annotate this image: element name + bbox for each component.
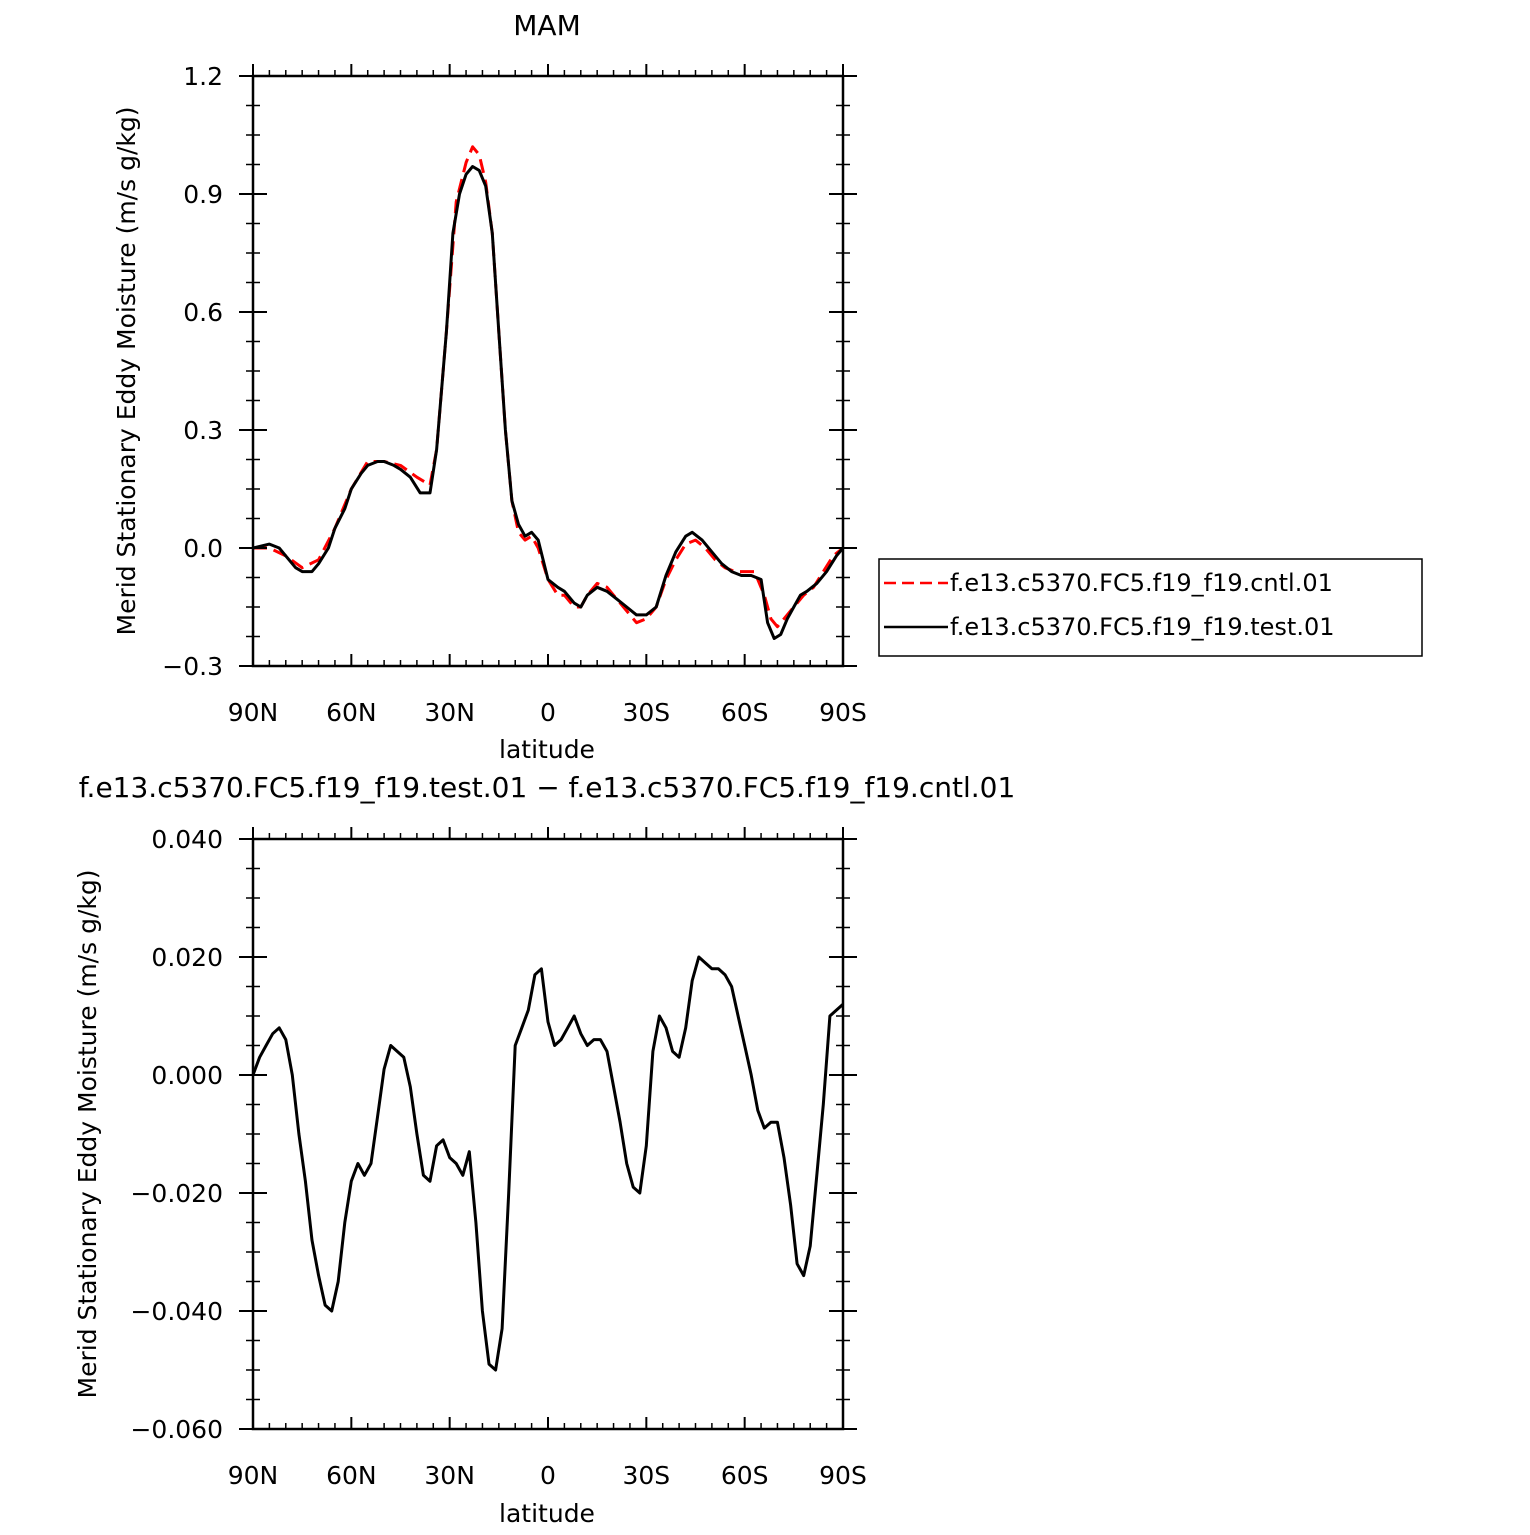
top-x-axis-label: latitude [499,735,595,764]
bottom-x-tick-label: 60N [326,1461,377,1490]
top-y-tick-label: 0.9 [183,180,223,209]
top-x-tick-label: 90S [819,698,867,727]
legend-label-test: f.e13.c5370.FC5.f19_f19.test.01 [950,613,1335,641]
bottom-y-tick-label: −0.060 [130,1415,223,1444]
bottom-y-axis-label: Merid Stationary Eddy Moisture (m/s g/kg… [73,870,102,1399]
legend-label-cntl: f.e13.c5370.FC5.f19_f19.cntl.01 [950,569,1333,597]
top-chart-title: MAM [513,9,580,42]
bottom-panel: f.e13.c5370.FC5.f19_f19.test.01 − f.e13.… [73,771,1015,1528]
bottom-series-line-0 [251,955,844,1372]
top-y-tick-label: 0.6 [183,298,223,327]
bottom-y-tick-label: 0.040 [151,825,223,854]
bottom-y-tick-label: 0.020 [151,943,223,972]
bottom-x-tick-label: 90N [228,1461,279,1490]
bottom-y-tick-label: −0.020 [130,1179,223,1208]
top-y-tick-label: 0.0 [183,534,223,563]
bottom-x-tick-label: 30N [424,1461,475,1490]
top-x-tick-label: 60N [326,698,377,727]
bottom-x-tick-label: 90S [819,1461,867,1490]
bottom-y-tick-label: −0.040 [130,1297,223,1326]
bottom-x-tick-label: 0 [540,1461,556,1490]
bottom-y-tick-label: 0.000 [151,1061,223,1090]
top-y-tick-label: 0.3 [183,416,223,445]
bottom-x-axis-label: latitude [499,1499,595,1528]
legend: f.e13.c5370.FC5.f19_f19.cntl.01 f.e13.c5… [878,558,1423,657]
top-x-tick-label: 60S [721,698,769,727]
top-x-tick-label: 90N [228,698,279,727]
legend-box [878,558,1423,657]
top-y-tick-label: 1.2 [183,62,223,91]
top-x-tick-label: 30N [424,698,475,727]
top-series-line-0 [253,145,844,629]
top-panel: MAM 90N 60N 30N 0 30S 60S 90S −0.3 0.0 0.3 0.6 0.9 1… [112,9,1423,764]
top-x-tick-label: 30S [622,698,670,727]
bottom-plot-frame [251,837,845,1431]
top-series-line-1 [252,165,845,640]
bottom-x-tick-label: 60S [721,1461,769,1490]
bottom-chart-title: f.e13.c5370.FC5.f19_f19.test.01 − f.e13.… [79,771,1016,804]
top-y-axis-label: Merid Stationary Eddy Moisture (m/s g/kg… [112,107,141,636]
bottom-x-tick-label: 30S [622,1461,670,1490]
top-y-tick-label: −0.3 [162,652,223,681]
top-x-tick-label: 0 [540,698,556,727]
